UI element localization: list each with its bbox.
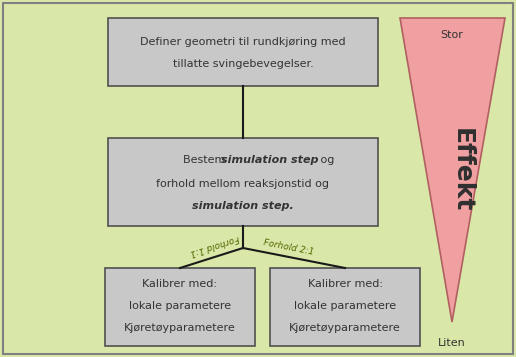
Text: Kjøretøyparametere: Kjøretøyparametere [289,323,401,333]
Text: Liten: Liten [438,338,466,348]
Text: Bestem: Bestem [183,155,229,165]
Text: Kalibrer med:: Kalibrer med: [142,279,218,289]
Text: simulation step.: simulation step. [192,201,294,211]
FancyBboxPatch shape [108,18,378,86]
Text: Definer geometri til rundkjøring med: Definer geometri til rundkjøring med [140,37,346,47]
Text: tillatte svingebevegelser.: tillatte svingebevegelser. [173,59,313,69]
Text: lokale parametere: lokale parametere [129,301,231,311]
Text: lokale parametere: lokale parametere [294,301,396,311]
Text: og: og [317,155,334,165]
Text: Forhold 1:1: Forhold 1:1 [189,233,240,257]
Text: Stor: Stor [441,30,463,40]
Text: Kjøretøyparametere: Kjøretøyparametere [124,323,236,333]
Text: simulation step: simulation step [221,155,318,165]
Text: Effekt: Effekt [450,128,474,212]
FancyBboxPatch shape [105,268,255,346]
Text: forhold mellom reaksjonstid og: forhold mellom reaksjonstid og [156,179,330,189]
FancyBboxPatch shape [270,268,420,346]
Polygon shape [400,18,505,322]
Text: Kalibrer med:: Kalibrer med: [308,279,382,289]
FancyBboxPatch shape [108,138,378,226]
Text: Forhold 2:1: Forhold 2:1 [263,238,315,257]
